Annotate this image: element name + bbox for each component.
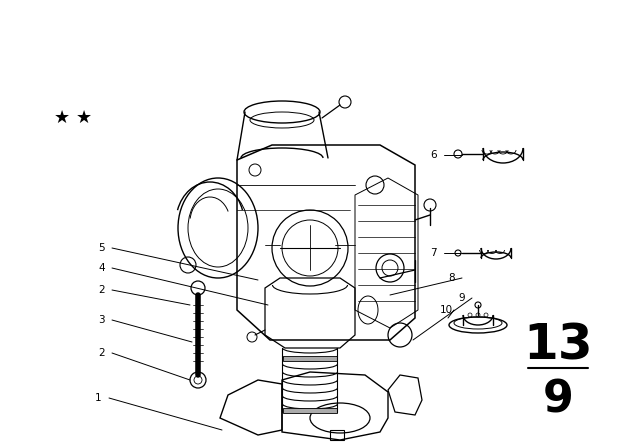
Bar <box>283 408 337 413</box>
Text: 13: 13 <box>523 321 593 369</box>
Text: ★: ★ <box>54 109 70 127</box>
Bar <box>283 356 337 361</box>
Text: ★: ★ <box>76 109 92 127</box>
Text: 9: 9 <box>458 293 465 303</box>
Text: 10: 10 <box>440 305 453 315</box>
Text: 8: 8 <box>448 273 454 283</box>
Text: 7: 7 <box>430 248 436 258</box>
Text: 5: 5 <box>98 243 104 253</box>
Text: 2: 2 <box>98 348 104 358</box>
Text: 1: 1 <box>95 393 102 403</box>
Bar <box>330 430 344 440</box>
Text: 3: 3 <box>98 315 104 325</box>
Text: 9: 9 <box>543 379 573 422</box>
Text: 2: 2 <box>98 285 104 295</box>
Text: 4: 4 <box>98 263 104 273</box>
Text: 6: 6 <box>430 150 436 160</box>
